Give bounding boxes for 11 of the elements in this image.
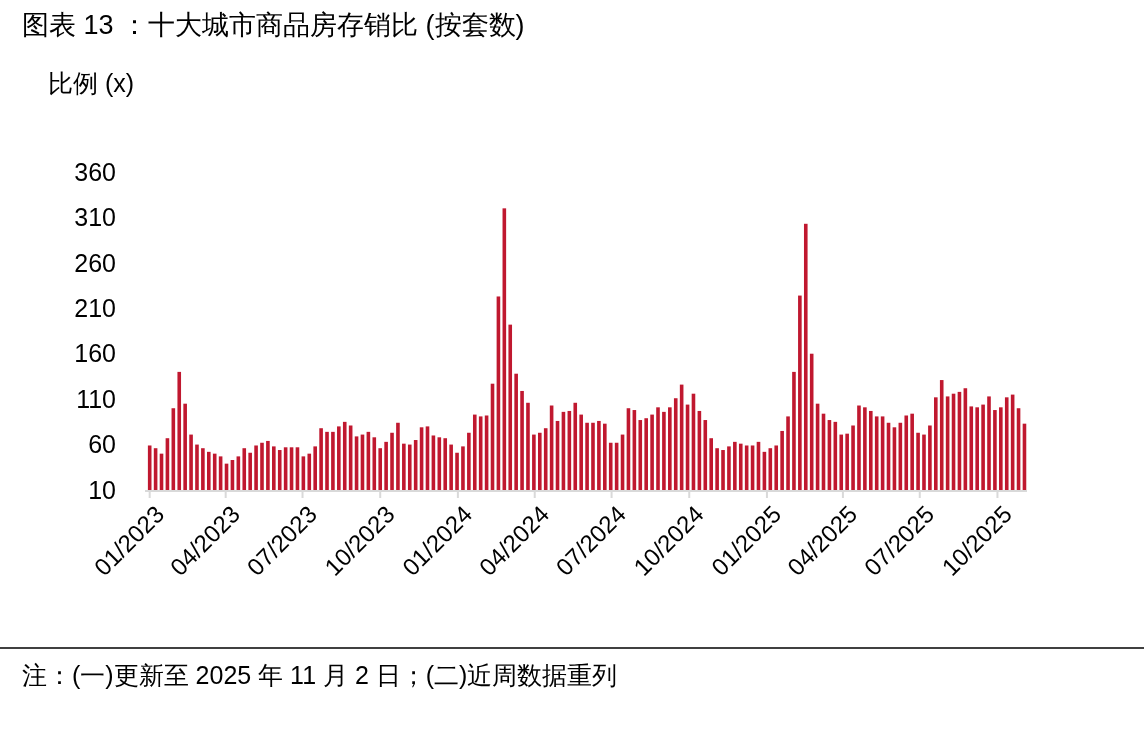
y-tick-label: 110 [76,384,116,413]
y-tick-label: 310 [74,203,116,232]
y-tick-label: 160 [74,339,116,368]
y-tick-label: 360 [74,157,116,186]
chart-title: 图表 13 ：十大城市商品房存销比 (按套数) [22,10,525,40]
y-axis-title: 比例 (x) [48,69,135,97]
y-tick-label: 10 [88,475,116,504]
y-tick-label: 210 [74,294,116,323]
y-tick-label: 60 [88,430,116,459]
text: 注：(一)更新至 2025 年 11 月 2 日；(二)近周数据重列 [22,661,618,689]
y-tick-label: 260 [74,248,116,277]
